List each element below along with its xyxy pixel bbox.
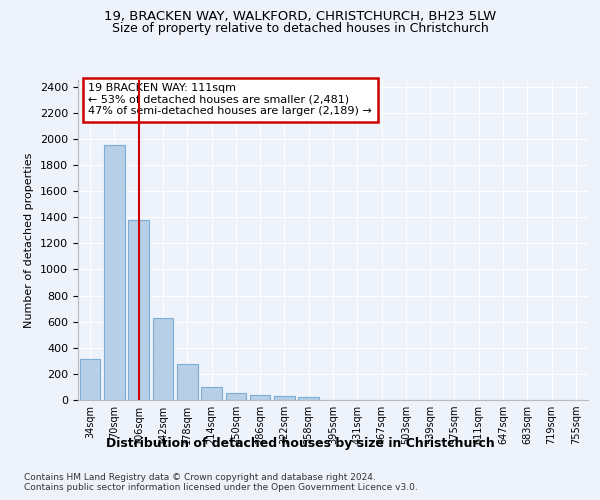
Text: Contains HM Land Registry data © Crown copyright and database right 2024.: Contains HM Land Registry data © Crown c…	[24, 472, 376, 482]
Y-axis label: Number of detached properties: Number of detached properties	[25, 152, 34, 328]
Text: 19, BRACKEN WAY, WALKFORD, CHRISTCHURCH, BH23 5LW: 19, BRACKEN WAY, WALKFORD, CHRISTCHURCH,…	[104, 10, 496, 23]
Bar	[128, 220, 149, 400]
Bar	[274, 396, 295, 400]
Text: Size of property relative to detached houses in Christchurch: Size of property relative to detached ho…	[112, 22, 488, 35]
Bar	[80, 359, 100, 400]
Bar	[152, 318, 173, 400]
Bar	[201, 387, 222, 400]
Text: Distribution of detached houses by size in Christchurch: Distribution of detached houses by size …	[106, 438, 494, 450]
Bar	[104, 146, 125, 400]
Bar	[298, 398, 319, 400]
Bar	[177, 364, 197, 400]
Bar	[226, 394, 246, 400]
Text: 19 BRACKEN WAY: 111sqm
← 53% of detached houses are smaller (2,481)
47% of semi-: 19 BRACKEN WAY: 111sqm ← 53% of detached…	[88, 83, 372, 116]
Text: Contains public sector information licensed under the Open Government Licence v3: Contains public sector information licen…	[24, 484, 418, 492]
Bar	[250, 396, 271, 400]
